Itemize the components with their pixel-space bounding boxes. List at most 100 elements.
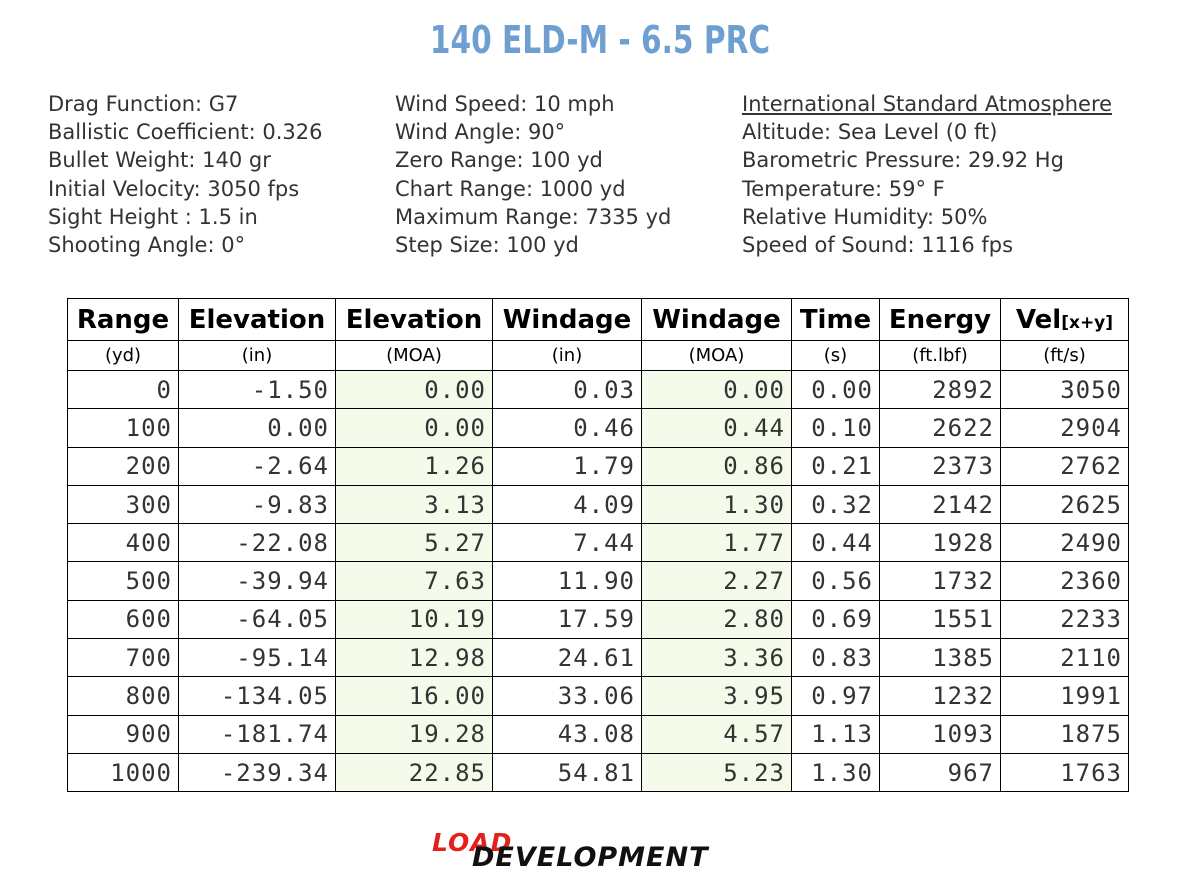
table-cell: 800 <box>67 676 179 716</box>
unit-cell: (yd) <box>67 340 179 371</box>
table-cell: 17.59 <box>492 599 642 640</box>
table-cell: 0.86 <box>641 446 792 486</box>
table-row: 1000 -239.34 22.85 54.81 5.23 1.30 967 1763 <box>67 752 1129 793</box>
table-row: 100 0.00 0.00 0.46 0.44 0.10 2622 2904 <box>67 408 1129 448</box>
table-cell: 300 <box>67 484 179 525</box>
header-cell-time: Time <box>791 298 880 341</box>
table-row: 900 -181.74 19.28 43.08 4.57 1.13 1093 1875 <box>67 714 1129 754</box>
info-line: Relative Humidity: 50% <box>742 204 988 229</box>
table-cell: 2622 <box>879 408 1001 448</box>
table-cell: -2.64 <box>178 446 336 486</box>
table-cell: 19.28 <box>335 714 493 754</box>
header-cell-elevation-moa: Elevation <box>335 298 493 341</box>
header-cell-elevation-in: Elevation <box>178 298 336 341</box>
table-cell: 0.97 <box>791 676 880 716</box>
velocity-label: Vel <box>1015 304 1062 335</box>
atmosphere-info-column: International Standard Atmosphere Altitu… <box>742 90 1112 259</box>
table-row: 400 -22.08 5.27 7.44 1.77 0.44 1928 2490 <box>67 523 1129 563</box>
table-cell: 3.95 <box>641 676 792 716</box>
table-cell: -134.05 <box>178 676 336 716</box>
info-line: Initial Velocity: 3050 fps <box>48 176 300 201</box>
load-development-logo: LOAD DEVELOPMENT <box>430 828 770 873</box>
table-cell: -239.34 <box>178 752 336 793</box>
table-cell: 1.13 <box>791 714 880 754</box>
table-cell: 3.13 <box>335 484 493 525</box>
table-cell: 200 <box>67 446 179 486</box>
table-cell: 2360 <box>1000 561 1129 601</box>
table-cell: 0.00 <box>791 369 880 410</box>
unit-cell: (s) <box>791 340 880 371</box>
info-line: Speed of Sound: 1116 fps <box>742 233 1014 258</box>
table-cell: 22.85 <box>335 752 493 793</box>
table-cell: 1000 <box>67 752 179 793</box>
table-cell: 16.00 <box>335 676 493 716</box>
table-cell: 2904 <box>1000 408 1129 448</box>
table-cell: -64.05 <box>178 599 336 640</box>
table-cell: 54.81 <box>492 752 642 793</box>
table-cell: 2142 <box>879 484 1001 525</box>
table-cell: 500 <box>67 561 179 601</box>
table-cell: 0.00 <box>335 369 493 410</box>
table-cell: 7.44 <box>492 523 642 563</box>
header-cell-windage-in: Windage <box>492 298 642 341</box>
table-cell: 0.03 <box>492 369 642 410</box>
info-line: Chart Range: 1000 yd <box>395 176 626 201</box>
table-cell: 10.19 <box>335 599 493 640</box>
table-cell: 12.98 <box>335 638 493 678</box>
table-cell: 43.08 <box>492 714 642 754</box>
logo-word-load: LOAD <box>432 828 513 857</box>
info-line: Bullet Weight: 140 gr <box>48 148 271 173</box>
table-cell: 100 <box>67 408 179 448</box>
table-cell: 2892 <box>879 369 1001 410</box>
table-cell: 1093 <box>879 714 1001 754</box>
table-cell: 0.32 <box>791 484 880 525</box>
table-cell: 3050 <box>1000 369 1129 410</box>
table-cell: 1.26 <box>335 446 493 486</box>
velocity-subscript: [x+y] <box>1061 312 1114 333</box>
table-cell: -181.74 <box>178 714 336 754</box>
info-line: Maximum Range: 7335 yd <box>395 204 672 229</box>
header-cell-energy: Energy <box>879 298 1001 341</box>
table-cell: 4.09 <box>492 484 642 525</box>
info-line: Drag Function: G7 <box>48 92 239 116</box>
table-cell: 1.79 <box>492 446 642 486</box>
table-row: 600 -64.05 10.19 17.59 2.80 0.69 1551 2233 <box>67 599 1129 640</box>
table-cell: 7.63 <box>335 561 493 601</box>
table-cell: 1875 <box>1000 714 1129 754</box>
table-cell: 1991 <box>1000 676 1129 716</box>
table-cell: -22.08 <box>178 523 336 563</box>
atmosphere-heading: International Standard Atmosphere <box>742 92 1113 116</box>
table-cell: 700 <box>67 638 179 678</box>
table-cell: 3.36 <box>641 638 792 678</box>
table-body: 0 -1.50 0.00 0.03 0.00 0.00 2892 3050 100 0.00 0.0… <box>67 369 1129 793</box>
info-line: Altitude: Sea Level (0 ft) <box>742 120 998 145</box>
table-cell: 2.80 <box>641 599 792 640</box>
page-title: 140 ELD-M - 6.5 PRC <box>429 18 771 62</box>
table-cell: 0.83 <box>791 638 880 678</box>
info-line: Wind Speed: 10 mph <box>395 92 615 116</box>
table-cell: 2625 <box>1000 484 1129 525</box>
table-cell: 1.30 <box>791 752 880 793</box>
table-cell: 1.30 <box>641 484 792 525</box>
table-cell: 967 <box>879 752 1001 793</box>
header-row: Range Elevation Elevation Windage Windag… <box>67 298 1129 341</box>
unit-cell: (in) <box>178 340 336 371</box>
table-cell: 1763 <box>1000 752 1129 793</box>
info-line: Sight Height : 1.5 in <box>48 204 258 229</box>
table-row: 200 -2.64 1.26 1.79 0.86 0.21 2373 2762 <box>67 446 1129 486</box>
table-row: 0 -1.50 0.00 0.03 0.00 0.00 2892 3050 <box>67 369 1129 410</box>
table-cell: 2762 <box>1000 446 1129 486</box>
info-line: Wind Angle: 90° <box>395 120 566 145</box>
unit-cell: (ft.lbf) <box>879 340 1001 371</box>
info-line: Barometric Pressure: 29.92 Hg <box>742 148 1064 173</box>
table-cell: 5.27 <box>335 523 493 563</box>
table-cell: 1.77 <box>641 523 792 563</box>
table-cell: 0.10 <box>791 408 880 448</box>
info-line: Shooting Angle: 0° <box>48 233 246 258</box>
info-line: Step Size: 100 yd <box>395 233 579 258</box>
ballistics-table: Range Elevation Elevation Windage Windag… <box>67 298 1129 793</box>
table-cell: 600 <box>67 599 179 640</box>
unit-cell: (in) <box>492 340 642 371</box>
table-cell: 1551 <box>879 599 1001 640</box>
info-line: Temperature: 59° F <box>742 176 945 201</box>
